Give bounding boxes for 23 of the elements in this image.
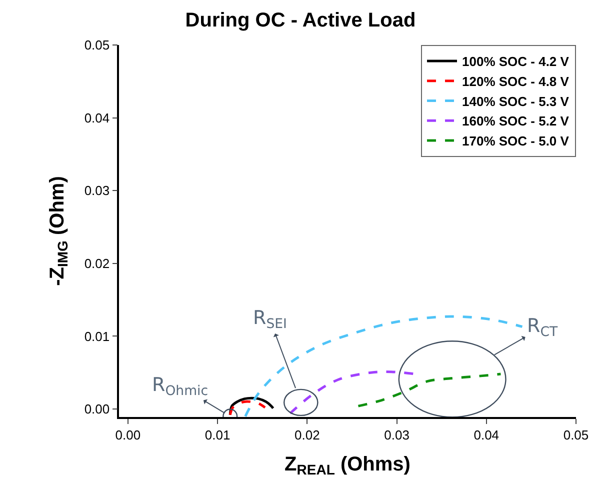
legend-label: 100% SOC - 4.2 V [462, 54, 570, 70]
chart-title: During OC - Active Load [185, 10, 416, 32]
y-tick-label: 0.02 [84, 256, 110, 271]
x-tick-label: 0.05 [563, 427, 589, 442]
x-tick-label: 0.01 [204, 427, 230, 442]
y-tick-label: 0.04 [84, 110, 110, 126]
line-series [357, 372, 502, 408]
y-tick-label: 0.01 [84, 328, 110, 344]
annotation: R$_{SEI}$ [253, 307, 287, 332]
x-tick-label: 0.04 [474, 427, 500, 442]
annotation: R$_{Ohmic}$ [152, 374, 208, 399]
legend-label: 140% SOC - 5.3 V [462, 94, 570, 109]
x-tick-label: 0.03 [384, 427, 410, 442]
legend-label: 160% SOC - 5.2 V [462, 114, 570, 129]
y-tick-label: 0.05 [84, 38, 110, 53]
annotation: R$_{CT}$ [527, 315, 558, 340]
legend-label: 170% SOC - 5.0 V [462, 134, 570, 149]
x-tick-label: 0.02 [294, 427, 320, 442]
x-axis-title: Z$_{REAL}$ (Ohms) [284, 453, 410, 478]
x-tick-label: 0.00 [115, 427, 141, 442]
y-tick-label: 0.03 [84, 183, 110, 198]
legend-label: 120% SOC - 4.8 V [462, 74, 570, 89]
y-tick-label: 0.00 [84, 402, 110, 417]
